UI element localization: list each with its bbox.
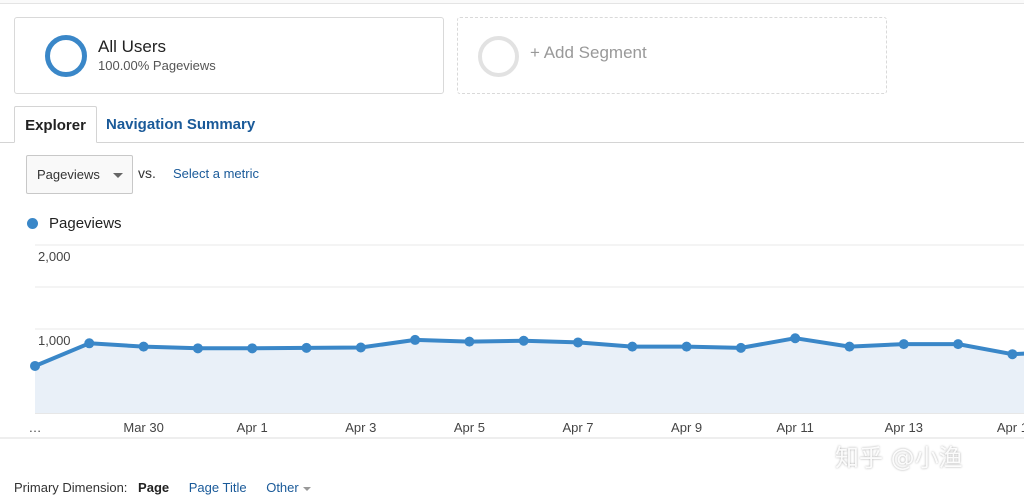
select-metric-link[interactable]: Select a metric <box>173 166 259 181</box>
data-point[interactable] <box>192 343 203 354</box>
data-point[interactable] <box>735 342 746 353</box>
dimension-option-other-label: Other <box>266 480 299 495</box>
report-tabs: Explorer Navigation Summary <box>0 106 1024 143</box>
watermark: 知乎 @小渔 <box>835 444 963 472</box>
data-point[interactable] <box>844 341 855 352</box>
segment-ring-icon <box>45 35 87 77</box>
add-segment-label: + Add Segment <box>530 43 647 62</box>
data-point[interactable] <box>573 337 583 348</box>
data-point[interactable] <box>355 342 366 353</box>
data-point[interactable] <box>464 336 475 347</box>
x-tick-label: Apr 11 <box>777 420 814 435</box>
x-tick-label: Mar 30 <box>123 420 163 435</box>
legend-dot-icon <box>27 218 38 229</box>
data-point[interactable] <box>84 338 95 349</box>
vs-label: vs. <box>138 165 156 181</box>
data-point[interactable] <box>301 342 312 353</box>
dimension-option-page-title[interactable]: Page Title <box>188 480 247 495</box>
top-border <box>0 0 1024 4</box>
segment-title: All Users <box>98 37 167 56</box>
dimension-option-other[interactable]: Other <box>266 480 311 495</box>
data-point[interactable] <box>518 335 529 346</box>
x-tick-label: Apr 13 <box>885 420 923 435</box>
tab-explorer[interactable]: Explorer <box>14 106 97 143</box>
tab-navigation-summary[interactable]: Navigation Summary <box>106 116 256 133</box>
x-tick-label: Apr 3 <box>345 420 376 435</box>
y-tick-label: 2,000 <box>38 249 71 264</box>
add-segment-button[interactable]: + Add Segment <box>457 17 887 94</box>
data-point[interactable] <box>30 360 40 371</box>
metric-dropdown[interactable]: Pageviews <box>26 155 133 194</box>
data-point[interactable] <box>681 341 692 352</box>
empty-segment-ring-icon <box>478 36 519 77</box>
data-point[interactable] <box>247 343 258 354</box>
x-tick-label: Apr 5 <box>454 420 485 435</box>
data-point[interactable] <box>790 333 801 344</box>
data-point[interactable] <box>953 339 964 350</box>
x-tick-label: Apr 1 <box>237 420 268 435</box>
primary-dimension-current[interactable]: Page <box>138 480 170 495</box>
chevron-down-icon <box>302 486 311 491</box>
pageviews-line <box>34 336 1024 368</box>
primary-dimension-bar: Primary Dimension: Page Page Title Other <box>14 480 311 495</box>
segment-all-users[interactable]: All Users 100.00% Pageviews <box>14 17 444 94</box>
pageviews-chart: 1,000 2,000 … Mar 30 Apr 1 Apr 3 Apr 5 Apr 7 Ap… <box>0 244 1024 439</box>
x-tick-label: … <box>29 420 42 435</box>
data-point[interactable] <box>410 334 421 345</box>
pageviews-area <box>35 338 1024 413</box>
y-tick-label: 1,000 <box>38 333 71 348</box>
x-tick-label: Apr 9 <box>671 420 702 435</box>
x-tick-label: Apr 7 <box>562 420 593 435</box>
metric-dropdown-value: Pageviews <box>37 167 100 182</box>
x-tick-label: Apr 1 <box>997 420 1024 435</box>
chevron-down-icon <box>113 173 123 178</box>
data-point[interactable] <box>1007 349 1018 360</box>
data-point[interactable] <box>138 341 149 352</box>
data-point[interactable] <box>898 339 909 350</box>
data-point[interactable] <box>627 341 638 352</box>
primary-dimension-label: Primary Dimension: <box>14 480 128 495</box>
legend-label: Pageviews <box>49 215 122 232</box>
segment-subtitle: 100.00% Pageviews <box>98 58 216 73</box>
